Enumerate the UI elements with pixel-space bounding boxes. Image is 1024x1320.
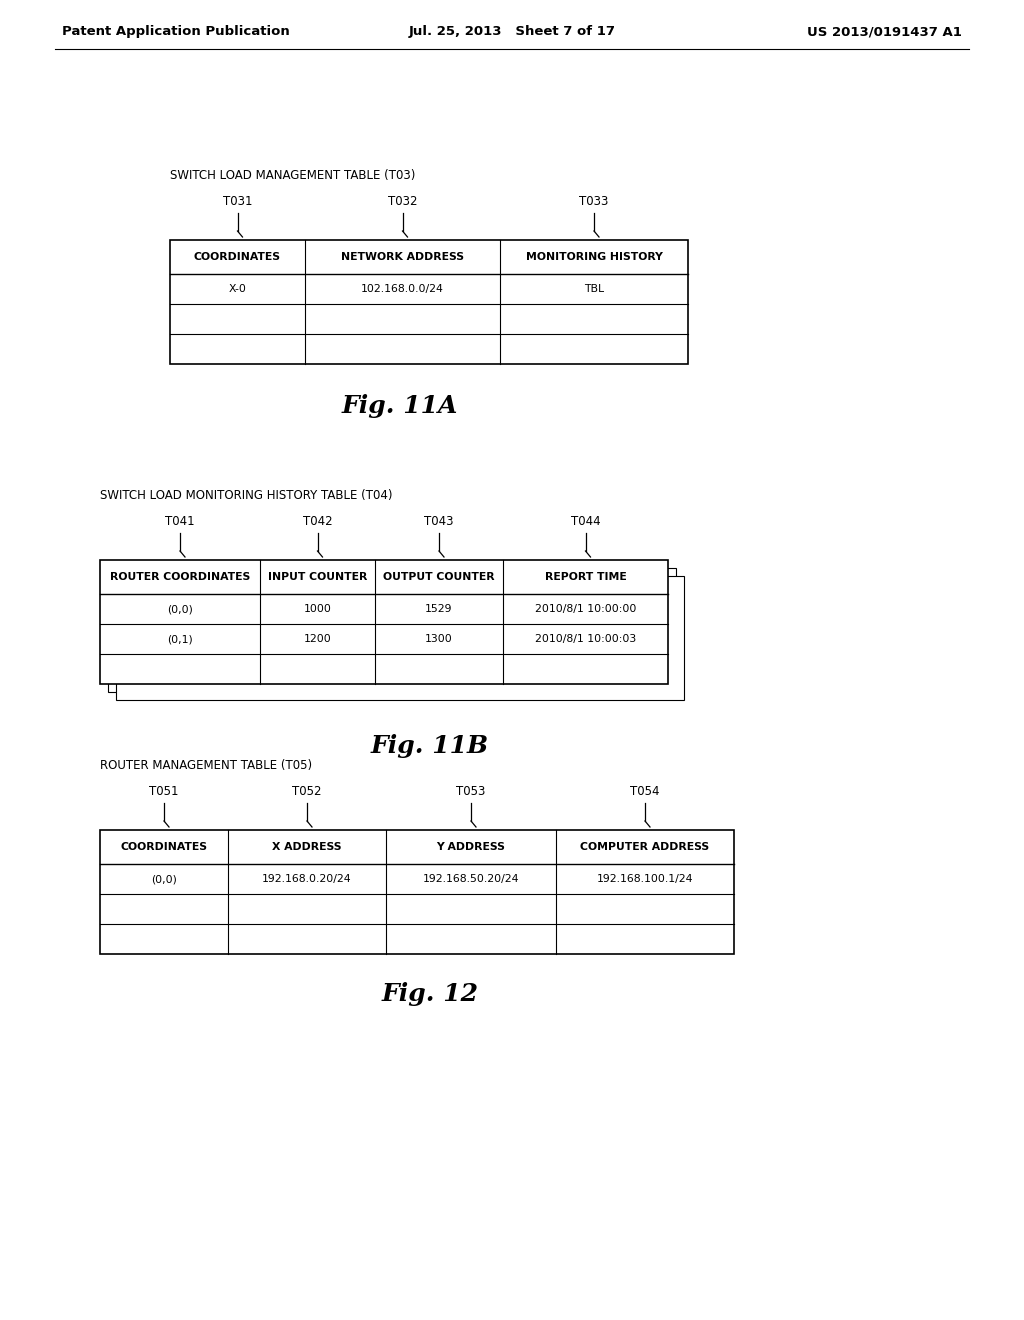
Text: 1200: 1200 bbox=[304, 634, 332, 644]
Text: Y ADDRESS: Y ADDRESS bbox=[436, 842, 506, 851]
Text: SWITCH LOAD MONITORING HISTORY TABLE (T04): SWITCH LOAD MONITORING HISTORY TABLE (T0… bbox=[100, 488, 392, 502]
Text: T054: T054 bbox=[630, 785, 659, 799]
Text: OUTPUT COUNTER: OUTPUT COUNTER bbox=[383, 572, 495, 582]
Text: Jul. 25, 2013   Sheet 7 of 17: Jul. 25, 2013 Sheet 7 of 17 bbox=[409, 25, 615, 38]
Text: 2010/8/1 10:00:03: 2010/8/1 10:00:03 bbox=[535, 634, 636, 644]
Text: (0,0): (0,0) bbox=[167, 605, 193, 614]
Text: (0,1): (0,1) bbox=[167, 634, 193, 644]
Text: COORDINATES: COORDINATES bbox=[194, 252, 281, 261]
Text: T033: T033 bbox=[580, 195, 608, 209]
Text: T043: T043 bbox=[424, 515, 454, 528]
Text: COORDINATES: COORDINATES bbox=[121, 842, 208, 851]
Text: TBL: TBL bbox=[584, 284, 604, 294]
Text: SWITCH LOAD MANAGEMENT TABLE (T03): SWITCH LOAD MANAGEMENT TABLE (T03) bbox=[170, 169, 416, 182]
Text: Fig. 12: Fig. 12 bbox=[382, 982, 478, 1006]
Bar bbox=[100, 830, 734, 954]
Text: MONITORING HISTORY: MONITORING HISTORY bbox=[525, 252, 663, 261]
Text: 192.168.0.20/24: 192.168.0.20/24 bbox=[262, 874, 352, 884]
Bar bbox=[100, 560, 668, 684]
Text: COMPUTER ADDRESS: COMPUTER ADDRESS bbox=[581, 842, 710, 851]
Text: 1000: 1000 bbox=[303, 605, 332, 614]
Text: NETWORK ADDRESS: NETWORK ADDRESS bbox=[341, 252, 464, 261]
Bar bbox=[108, 568, 676, 692]
Bar bbox=[116, 576, 684, 700]
Text: T041: T041 bbox=[165, 515, 195, 528]
Bar bbox=[170, 240, 688, 364]
Text: 192.168.100.1/24: 192.168.100.1/24 bbox=[597, 874, 693, 884]
Text: T051: T051 bbox=[150, 785, 179, 799]
Text: 1300: 1300 bbox=[425, 634, 453, 644]
Text: T053: T053 bbox=[457, 785, 485, 799]
Text: 1529: 1529 bbox=[425, 605, 453, 614]
Text: Fig. 11A: Fig. 11A bbox=[342, 393, 458, 418]
Text: REPORT TIME: REPORT TIME bbox=[545, 572, 627, 582]
Text: T031: T031 bbox=[223, 195, 252, 209]
Text: T042: T042 bbox=[303, 515, 333, 528]
Text: Fig. 11B: Fig. 11B bbox=[371, 734, 489, 758]
Text: US 2013/0191437 A1: US 2013/0191437 A1 bbox=[807, 25, 962, 38]
Text: 192.168.50.20/24: 192.168.50.20/24 bbox=[423, 874, 519, 884]
Text: Patent Application Publication: Patent Application Publication bbox=[62, 25, 290, 38]
Text: (0,0): (0,0) bbox=[152, 874, 177, 884]
Text: X ADDRESS: X ADDRESS bbox=[272, 842, 342, 851]
Text: INPUT COUNTER: INPUT COUNTER bbox=[268, 572, 368, 582]
Text: 2010/8/1 10:00:00: 2010/8/1 10:00:00 bbox=[535, 605, 636, 614]
Text: ROUTER COORDINATES: ROUTER COORDINATES bbox=[110, 572, 250, 582]
Text: T052: T052 bbox=[292, 785, 322, 799]
Text: 102.168.0.0/24: 102.168.0.0/24 bbox=[361, 284, 444, 294]
Text: X-0: X-0 bbox=[228, 284, 247, 294]
Text: T032: T032 bbox=[388, 195, 417, 209]
Text: T044: T044 bbox=[570, 515, 600, 528]
Text: ROUTER MANAGEMENT TABLE (T05): ROUTER MANAGEMENT TABLE (T05) bbox=[100, 759, 312, 772]
